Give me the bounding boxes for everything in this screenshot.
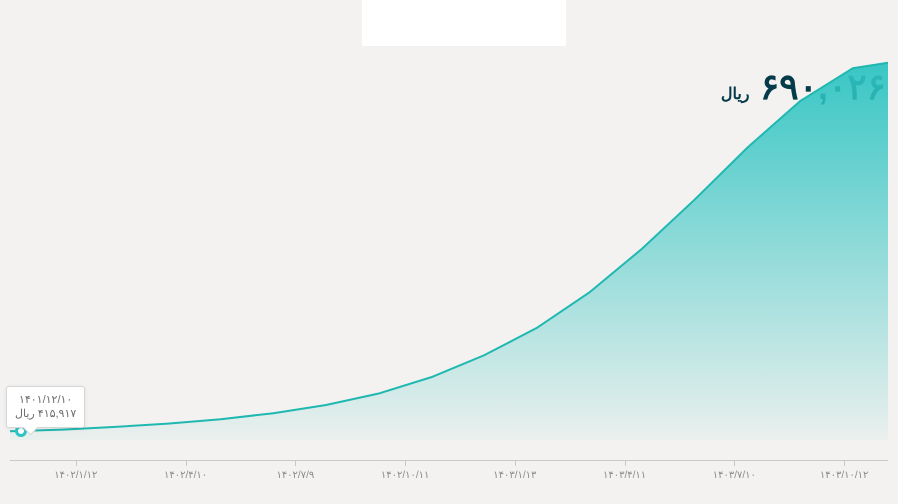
x-axis-tick-label: ۱۴۰۲/۴/۱۰	[164, 470, 207, 481]
x-axis-tick	[625, 460, 626, 466]
x-axis-tick-label: ۱۴۰۳/۱۰/۱۲	[820, 470, 869, 481]
chart-tooltip: ۱۴۰۱/۱۲/۱۰ ۴۱۵,۹۱۷ ریال	[6, 386, 85, 428]
x-axis-tick	[76, 460, 77, 466]
x-axis-tick	[734, 460, 735, 466]
x-axis-tick	[515, 460, 516, 466]
tooltip-value: ۴۱۵,۹۱۷ ریال	[15, 407, 76, 421]
area-chart	[0, 0, 898, 504]
x-axis-tick-label: ۱۴۰۳/۱/۱۳	[493, 470, 536, 481]
x-axis-tick-label: ۱۴۰۳/۴/۱۱	[603, 470, 646, 481]
x-axis-tick	[186, 460, 187, 466]
chart-canvas: ۶۹۰,۰۲۶ ریال ۱۴۰۱/۱۲/۱۰ ۴۱۵,۹۱۷ ریال ۱۴۰…	[0, 0, 898, 504]
x-axis-tick-label: ۱۴۰۲/۱۰/۱۱	[381, 470, 430, 481]
x-axis-tick-label: ۱۴۰۲/۱/۱۲	[54, 470, 97, 481]
x-axis-tick	[405, 460, 406, 466]
tooltip-date: ۱۴۰۱/۱۲/۱۰	[15, 393, 76, 407]
x-axis-line	[10, 460, 888, 461]
x-axis-tick	[844, 460, 845, 466]
x-axis-tick-label: ۱۴۰۳/۷/۱۰	[713, 470, 756, 481]
x-axis-tick	[295, 460, 296, 466]
x-axis-tick-label: ۱۴۰۲/۷/۹	[276, 470, 314, 481]
